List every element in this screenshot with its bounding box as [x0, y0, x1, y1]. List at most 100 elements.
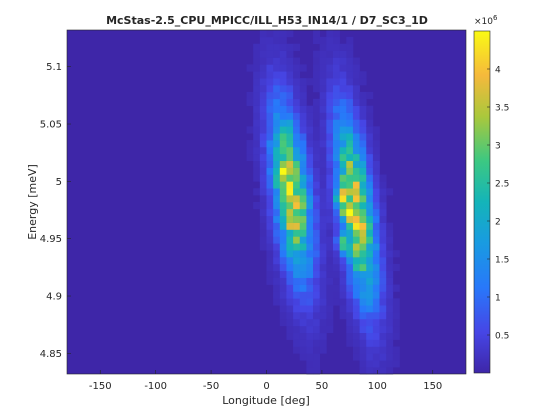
- heatmap-cell: [372, 298, 380, 306]
- heatmap-cell: [339, 119, 347, 127]
- heatmap-cell: [266, 133, 274, 141]
- heatmap-cell: [259, 112, 267, 120]
- heatmap-cell: [313, 312, 320, 320]
- heatmap-cell: [372, 318, 380, 327]
- heatmap-cell: [306, 181, 314, 189]
- heatmap-cell: [259, 36, 267, 45]
- heatmap-cell: [293, 202, 301, 210]
- heatmap-cell: [266, 105, 274, 113]
- heatmap-cell: [379, 346, 387, 354]
- heatmap-cell: [279, 167, 287, 175]
- heatmap-cell: [293, 146, 301, 155]
- heatmap-cell: [279, 250, 287, 258]
- heatmap-cell: [299, 146, 307, 155]
- heatmap-cell: [359, 263, 367, 272]
- heatmap-cell: [259, 85, 267, 93]
- heatmap-cell: [286, 153, 294, 162]
- heatmap-cell: [326, 43, 334, 51]
- heatmap-cell: [366, 160, 374, 168]
- heatmap-cell: [366, 250, 374, 258]
- heatmap-cell: [346, 284, 354, 292]
- heatmap-cell: [319, 236, 327, 244]
- heatmap-cell: [313, 71, 320, 79]
- heatmap-cell: [286, 195, 294, 203]
- heatmap-cell: [286, 208, 294, 217]
- heatmap-cell: [333, 291, 340, 299]
- heatmap-cell: [306, 298, 314, 306]
- heatmap-cell: [273, 215, 281, 223]
- heatmap-cell: [299, 78, 307, 86]
- heatmap-cell: [372, 360, 380, 368]
- heatmap-cell: [266, 195, 274, 203]
- heatmap-cell: [339, 243, 347, 251]
- heatmap-cell: [326, 78, 334, 86]
- heatmap-cell: [333, 208, 340, 217]
- heatmap-cell: [333, 257, 340, 265]
- heatmap-cell: [359, 332, 367, 340]
- x-axis-label: Longitude [deg]: [222, 394, 310, 407]
- heatmap-cell: [293, 57, 301, 65]
- heatmap-cell: [286, 202, 294, 210]
- heatmap-cell: [286, 57, 294, 65]
- heatmap-cell: [286, 140, 294, 148]
- heatmap-cell: [379, 243, 387, 251]
- heatmap-cell: [326, 188, 334, 196]
- heatmap-cell: [392, 250, 400, 258]
- heatmap-cell: [379, 298, 387, 306]
- heatmap-cell: [339, 263, 347, 272]
- heatmap-cell: [339, 305, 347, 313]
- heatmap-cell: [266, 30, 274, 38]
- heatmap-cell: [346, 339, 354, 347]
- heatmap-cell: [346, 222, 354, 230]
- heatmap-cell: [372, 208, 380, 217]
- heatmap-cell: [279, 181, 287, 189]
- heatmap-cell: [359, 360, 367, 368]
- heatmap-cell: [293, 243, 301, 251]
- heatmap-cell: [266, 222, 274, 230]
- heatmap-cell: [346, 174, 354, 182]
- heatmap-cell: [339, 153, 347, 162]
- heatmap-cell: [293, 208, 301, 217]
- heatmap-cell: [333, 215, 340, 223]
- heatmap-cell: [313, 160, 320, 168]
- heatmap-cell: [366, 270, 374, 278]
- heatmap-cell: [379, 353, 387, 361]
- heatmap-cell: [266, 174, 274, 182]
- heatmap-cell: [326, 119, 334, 127]
- heatmap-cell: [392, 346, 400, 354]
- heatmap-cell: [326, 57, 334, 65]
- heatmap-cell: [286, 146, 294, 155]
- x-tick-label: 50: [316, 381, 329, 392]
- heatmap-cell: [246, 98, 254, 106]
- heatmap-cell: [333, 167, 340, 175]
- heatmap-cell: [299, 305, 307, 313]
- heatmap-cell: [326, 195, 334, 203]
- heatmap-cell: [273, 140, 281, 148]
- heatmap-cell: [326, 291, 334, 299]
- heatmap-cell: [319, 346, 327, 354]
- heatmap-cell: [386, 305, 394, 313]
- heatmap-cell: [299, 291, 307, 299]
- heatmap-cell: [279, 229, 287, 237]
- heatmap-cell: [286, 332, 294, 340]
- heatmap-cell: [366, 215, 374, 223]
- heatmap-cell: [386, 250, 394, 258]
- heatmap-cell: [379, 291, 387, 299]
- heatmap-cell: [259, 181, 267, 189]
- heatmap-cell: [273, 105, 281, 113]
- heatmap-cell: [379, 250, 387, 258]
- heatmap-cell: [326, 229, 334, 237]
- heatmap-cell: [352, 64, 360, 72]
- heatmap-cell: [279, 270, 287, 278]
- heatmap-cell: [372, 146, 380, 155]
- heatmap-cell: [273, 57, 281, 65]
- heatmap-cell: [313, 181, 320, 189]
- heatmap-cell: [359, 284, 367, 292]
- heatmap-cell: [293, 215, 301, 223]
- heatmap-cell: [259, 57, 267, 65]
- heatmap-cell: [352, 243, 360, 251]
- heatmap-cell: [352, 146, 360, 155]
- heatmap-cell: [306, 257, 314, 265]
- heatmap-cell: [372, 332, 380, 340]
- heatmap-cell: [319, 133, 327, 141]
